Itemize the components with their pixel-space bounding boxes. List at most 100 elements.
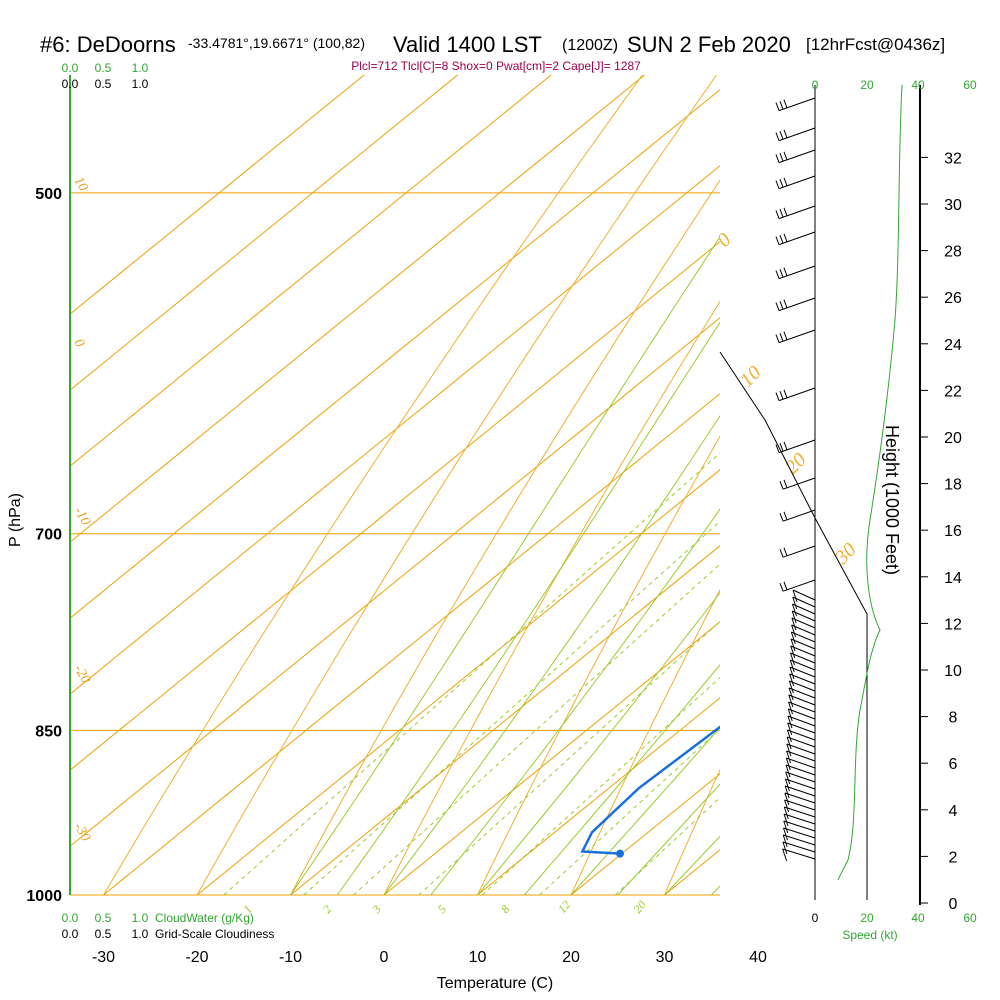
wind-barb	[792, 589, 816, 603]
isotherm-line	[70, 89, 720, 619]
isotherm-line	[383, 621, 720, 895]
wind-barb	[791, 617, 816, 631]
height-tick-label: 12	[944, 616, 962, 633]
dry-adiabat-label: -20	[71, 663, 93, 687]
wind-barb	[775, 329, 816, 344]
height-tick-label: 24	[944, 337, 962, 354]
mixing-ratio-label: 2	[320, 902, 335, 916]
speed-tick-top: 0	[812, 78, 819, 92]
mixing-ratio-line	[418, 620, 720, 895]
pressure-tick-label: 1000	[26, 888, 62, 905]
moist-adiabat-line	[336, 321, 720, 895]
dry-adiabat-label: 0	[71, 337, 87, 351]
dry-adiabat-line	[570, 588, 720, 895]
wind-barb	[775, 175, 816, 190]
height-tick-label: 16	[944, 523, 962, 540]
dewpoint-line	[580, 725, 720, 855]
mixing-ratio-label: 20	[630, 898, 648, 916]
moist-adiabat-line	[290, 236, 720, 895]
wind-barb	[790, 631, 816, 645]
cloud-water-tick-top: 0.0	[62, 61, 79, 75]
wind-panel	[719, 84, 903, 900]
wind-barb	[784, 792, 816, 806]
wind-barb	[792, 596, 816, 610]
wind-barb	[787, 708, 816, 722]
cloudiness-tick-top: 1.0	[132, 77, 149, 91]
cloud-water-tick-bottom: 0.5	[95, 911, 112, 925]
moist-adiabat-line	[477, 592, 720, 895]
wind-barb	[789, 659, 816, 673]
pressure-axis-label: P (hPa)	[7, 493, 24, 547]
isotherm-line	[70, 75, 552, 467]
wind-barb	[787, 722, 816, 736]
temperature-ticks: -30 -20 -10 0 10 20 30 40	[92, 949, 767, 966]
dry-adiabat-line	[196, 75, 718, 895]
forecast-info: [12hrFcst@0436z]	[806, 35, 945, 54]
wind-barb	[775, 97, 816, 112]
cloud-water-tick-top: 0.5	[95, 61, 112, 75]
temperature-axis-label: Temperature (C)	[437, 975, 553, 992]
isotherm-line	[70, 75, 459, 391]
height-tick-label: 18	[944, 477, 962, 494]
wind-barb	[782, 834, 816, 848]
wind-barb	[779, 579, 816, 592]
wind-barb	[789, 673, 816, 687]
dry-adiabat-label: -30	[71, 821, 93, 845]
wind-barb	[788, 701, 816, 715]
isobar-grid	[70, 192, 720, 896]
isotherm-line	[290, 545, 720, 895]
dry-adiabat-line	[290, 179, 720, 895]
wind-barb	[775, 297, 816, 312]
speed-profile-line	[837, 84, 903, 881]
height-tick-label: 6	[949, 756, 958, 773]
moist-adiabat-grid	[290, 236, 720, 895]
parcel-path-line	[986, 0, 1000, 534]
wind-barb	[786, 729, 816, 743]
mixing-ratio-line	[481, 676, 720, 895]
wind-barb	[786, 743, 816, 757]
speed-envelope	[719, 351, 868, 900]
cloud-water-tick-top: 1.0	[132, 61, 149, 75]
mixing-ratio-label: 5	[435, 902, 450, 916]
speed-tick-top: 40	[911, 78, 925, 92]
height-tick-label: 30	[944, 197, 962, 214]
valid-time: Valid 1400 LST	[393, 32, 542, 57]
pressure-tick-label: 500	[35, 186, 62, 203]
wind-barb	[789, 666, 816, 680]
temperature-tick-label: 0	[380, 949, 389, 966]
wind-barb	[790, 638, 816, 652]
wind-barb	[787, 715, 816, 729]
wind-barb	[788, 687, 816, 701]
height-tick-label: 22	[944, 383, 962, 400]
height-tick-label: 4	[949, 803, 958, 820]
wind-barb	[784, 799, 816, 813]
wind-barb	[775, 205, 816, 220]
dry-adiabat-labels: 10 0 -10 -20 -30	[71, 175, 93, 845]
dry-adiabat-label: 10	[71, 175, 91, 195]
temperature-tick-label: 40	[749, 949, 767, 966]
mixing-ratio-label: 8	[498, 902, 513, 916]
wind-barb	[775, 387, 816, 402]
moist-adiabat-line	[430, 508, 720, 895]
mixing-ratio-label: 12	[555, 898, 573, 916]
mixing-ratio-grid	[223, 452, 720, 895]
wind-barb	[784, 778, 816, 792]
pressure-tick-label: 700	[35, 527, 62, 544]
height-tick-label: 14	[944, 570, 962, 587]
mixing-ratio-line	[539, 728, 720, 895]
speed-tick-bottom: 0	[812, 911, 819, 925]
speed-tick-bottom: 60	[963, 911, 977, 925]
cloudiness-tick-top: 0.0	[62, 77, 79, 91]
mixing-ratio-labels: 1 2 3 5 8 12 20	[240, 898, 649, 917]
temperature-tick-label: 10	[469, 949, 487, 966]
temperature-tick-label: -20	[185, 949, 208, 966]
isotherm-grid	[70, 75, 720, 895]
cloudiness-tick-bottom: 1.0	[132, 927, 149, 941]
wind-barb	[790, 652, 816, 666]
temperature-tick-label: 20	[562, 949, 580, 966]
mixing-ratio-line	[303, 520, 720, 895]
cloudiness-tick-bottom: 0.0	[62, 927, 79, 941]
dry-adiabat-line	[852, 0, 1000, 895]
wind-barb	[783, 820, 816, 834]
height-tick-label: 0	[949, 896, 958, 913]
